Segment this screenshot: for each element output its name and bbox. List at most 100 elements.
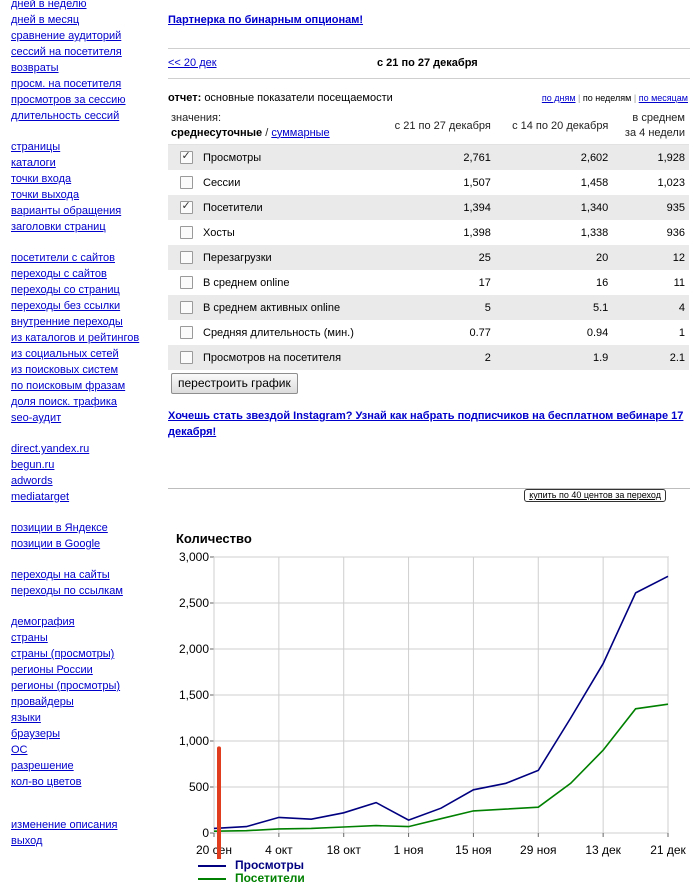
sidebar-link[interactable]: просмотров за сессию — [11, 94, 126, 106]
sidebar-link[interactable]: страницы — [11, 141, 61, 153]
sidebar-link[interactable]: выход — [11, 835, 43, 847]
x-tick-label: 4 окт — [265, 843, 293, 857]
period-by-months-link[interactable]: по месяцам — [638, 93, 688, 103]
sidebar-link[interactable]: из социальных сетей — [11, 348, 119, 360]
buy-traffic-button[interactable]: купить по 40 центов за переход — [524, 489, 666, 502]
sidebar-link[interactable]: mediatarget — [11, 491, 70, 503]
mode-separator: / — [262, 126, 272, 139]
week-navigation: << 20 дек с 21 по 27 декабря — [168, 57, 690, 71]
sidebar-link[interactable]: переходы по ссылкам — [11, 585, 123, 597]
sidebar-link[interactable]: языки — [11, 712, 41, 724]
sidebar-link[interactable]: переходы со страниц — [11, 284, 120, 296]
sidebar-link[interactable]: сессий на посетителя — [11, 46, 122, 58]
sidebar-link[interactable]: по поисковым фразам — [11, 380, 126, 392]
legend-item: Посетители — [198, 872, 305, 885]
rebuild-chart-button[interactable]: перестроить график — [171, 373, 298, 394]
row-checkbox-cell — [168, 345, 195, 370]
sidebar-link[interactable]: из каталогов и рейтингов — [11, 332, 140, 344]
sidebar-link[interactable]: регионы России — [11, 664, 93, 676]
prev-week-link[interactable]: << 20 дек — [168, 57, 217, 69]
x-tick-label: 15 ноя — [455, 843, 491, 857]
sidebar-link[interactable]: seo-аудит — [11, 412, 62, 424]
sidebar-link[interactable]: точки входа — [11, 173, 72, 185]
sidebar-link[interactable]: кол-во цветов — [11, 776, 82, 788]
sidebar-link[interactable]: переходы на сайты — [11, 569, 110, 581]
sidebar-link[interactable]: разрешение — [11, 760, 74, 772]
divider — [168, 48, 690, 49]
metric-value: 2 — [377, 345, 495, 370]
separator: | — [578, 93, 581, 103]
metric-name: Сессии — [203, 176, 241, 189]
sidebar-link[interactable]: страны (просмотры) — [11, 648, 115, 660]
sidebar-link[interactable]: браузеры — [11, 728, 60, 740]
period-by-days-link[interactable]: по дням — [541, 93, 576, 103]
metric-checkbox[interactable] — [179, 276, 193, 289]
report-title: основные показатели посещаемости — [204, 92, 393, 104]
metric-value: 1 — [678, 326, 685, 339]
sidebar-link[interactable]: варианты обращения — [11, 205, 122, 217]
chart-canvas: Количество 0 500 1,000 1,500 2,000 2,500 3,000 2… — [176, 531, 687, 859]
metric-checkbox[interactable] — [179, 176, 193, 189]
divider — [168, 78, 690, 79]
sidebar-link[interactable]: каталоги — [11, 157, 56, 169]
report-label: отчет: — [168, 92, 202, 104]
sidebar-link[interactable]: страны — [11, 632, 48, 644]
sidebar-link[interactable]: возвраты — [11, 62, 59, 74]
sidebar-link[interactable]: заголовки страниц — [11, 221, 106, 233]
legend-swatch — [198, 877, 226, 880]
sidebar-link[interactable]: позиции в Яндексе — [11, 522, 108, 534]
sidebar-link[interactable]: adwords — [11, 475, 53, 487]
metric-value: 0.77 — [469, 326, 491, 339]
sidebar-link[interactable]: direct.yandex.ru — [11, 443, 90, 455]
sidebar-link[interactable]: внутренние переходы — [11, 316, 123, 328]
sidebar-link[interactable]: длительность сессий — [11, 110, 120, 122]
sidebar-link[interactable]: ОС — [11, 744, 28, 756]
metric-value: 12 — [612, 245, 689, 270]
report-header: отчет: основные показатели посещаемости … — [168, 92, 690, 106]
y-tick-label: 2,500 — [179, 596, 209, 610]
table-row: Средняя длительность (мин.) 0.77 0.94 1 — [168, 320, 689, 345]
sidebar-link[interactable]: begun.ru — [11, 459, 55, 471]
sidebar-link[interactable]: посетители с сайтов — [11, 252, 115, 264]
metric-checkbox[interactable] — [179, 301, 193, 314]
sidebar-link[interactable]: переходы с сайтов — [11, 268, 107, 280]
promo-link-instagram-webinar[interactable]: Хочешь стать звездой Instagram? Узнай ка… — [168, 410, 684, 438]
metric-value: 1,458 — [580, 176, 609, 189]
metric-checkbox[interactable] — [179, 326, 193, 339]
sidebar-link[interactable]: регионы (просмотры) — [11, 680, 121, 692]
row-checkbox-cell — [168, 220, 195, 245]
metric-checkbox[interactable] — [179, 351, 193, 364]
legend-swatch — [198, 864, 226, 867]
sidebar-link[interactable]: провайдеры — [11, 696, 74, 708]
sidebar-group: страницы каталоги точки входа точки выхода в… — [11, 139, 161, 235]
sidebar-link[interactable]: доля поиск. трафика — [11, 396, 118, 408]
y-tick-label: 500 — [189, 780, 209, 794]
table-row: В среднем online 17 16 11 — [168, 270, 689, 295]
sidebar-link[interactable]: из поисковых систем — [11, 364, 119, 376]
metric-checkbox[interactable] — [179, 226, 193, 239]
metric-checkbox[interactable] — [179, 149, 193, 164]
sidebar-link[interactable]: дней в месяц — [11, 14, 80, 26]
table-row: Просмотров на посетителя 2 1.9 2.1 — [168, 345, 689, 370]
sidebar-link[interactable]: просм. на посетителя — [11, 78, 122, 90]
metric-checkbox[interactable] — [179, 251, 193, 264]
metric-value: 1,398 — [463, 226, 491, 239]
table-row: Хосты 1,398 1,338 936 — [168, 220, 689, 245]
sidebar-link[interactable]: позиции в Google — [11, 538, 101, 550]
sidebar-link[interactable]: изменение описания — [11, 819, 118, 831]
mode-totals-link[interactable]: суммарные — [271, 126, 330, 139]
values-label: значения: — [171, 111, 222, 124]
row-checkbox-cell — [168, 170, 195, 195]
metric-name: Просмотры — [195, 144, 378, 170]
promo-link-binary-options[interactable]: Партнерка по бинарным опционам! — [168, 14, 364, 26]
sidebar-link[interactable]: точки выхода — [11, 189, 80, 201]
y-tick-label: 0 — [202, 826, 209, 840]
sidebar-link[interactable]: дней в неделю — [11, 0, 87, 10]
sidebar-link[interactable]: переходы без ссылки — [11, 300, 121, 312]
sidebar-link[interactable]: сравнение аудиторий — [11, 30, 122, 42]
table-row: Сессии 1,507 1,458 1,023 — [168, 170, 689, 195]
sidebar-link[interactable]: демография — [11, 616, 75, 628]
metric-checkbox[interactable] — [179, 199, 193, 214]
x-tick-label: 1 ноя — [394, 843, 424, 857]
